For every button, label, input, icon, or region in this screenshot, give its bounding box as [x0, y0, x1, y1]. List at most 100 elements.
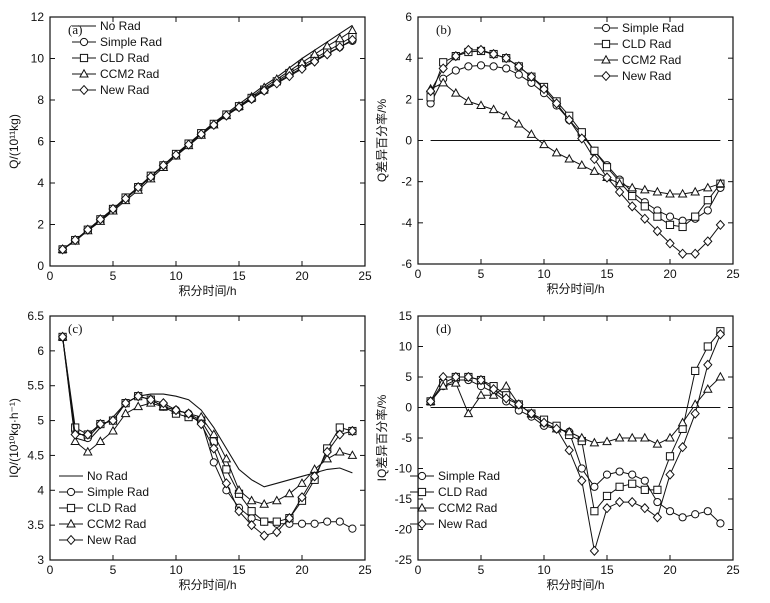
data-point	[438, 77, 449, 87]
legend-label: New Rad	[622, 69, 671, 83]
data-point	[691, 212, 700, 221]
data-point	[539, 417, 549, 428]
x-tick-label: 5	[478, 267, 485, 281]
data-point	[602, 436, 612, 446]
data-point	[577, 464, 586, 473]
legend-marker	[66, 503, 76, 513]
legend-label: Simple Rad	[87, 485, 149, 499]
x-tick-label: 25	[358, 563, 372, 577]
data-point	[209, 443, 219, 454]
data-point	[196, 418, 206, 430]
y-tick-label: 2	[37, 218, 44, 232]
data-point	[602, 470, 612, 479]
panel-label: (c)	[68, 321, 82, 336]
data-point	[83, 429, 93, 440]
legend-marker	[417, 502, 427, 512]
data-point	[464, 62, 473, 71]
data-point	[576, 432, 587, 442]
legend-label: CLD Rad	[622, 37, 671, 51]
data-point	[221, 453, 232, 463]
legend-marker	[66, 518, 76, 528]
data-point	[577, 475, 587, 486]
data-point	[310, 519, 319, 528]
data-point	[488, 384, 499, 395]
data-point	[120, 397, 131, 409]
data-point	[715, 329, 726, 340]
legend-marker	[79, 84, 89, 96]
data-point	[234, 102, 244, 113]
data-point	[640, 213, 650, 224]
data-point	[690, 186, 701, 196]
data-point	[70, 429, 80, 440]
x-axis-label: 积分时间/h	[546, 282, 604, 296]
data-point	[691, 366, 700, 375]
data-point	[246, 495, 257, 505]
series-new-rad	[425, 329, 726, 556]
series-line	[430, 49, 721, 255]
data-point	[70, 234, 80, 246]
y-tick-label: 3	[37, 553, 44, 567]
data-point	[652, 438, 663, 448]
y-tick-label: -5	[401, 431, 412, 445]
data-point	[476, 44, 486, 56]
legend-label: Simple Rad	[438, 469, 500, 483]
data-point	[463, 371, 474, 383]
data-point	[501, 393, 511, 404]
data-point	[259, 498, 270, 508]
y-tick-label: 4	[37, 483, 44, 497]
data-point	[715, 371, 726, 381]
data-point	[665, 432, 675, 442]
x-tick-label: 25	[726, 563, 740, 577]
data-point	[564, 426, 575, 436]
data-point	[589, 166, 600, 175]
data-point	[702, 383, 713, 393]
data-point	[120, 193, 131, 204]
y-tick-label: 0	[405, 134, 412, 148]
data-point	[335, 41, 345, 53]
y-tick-label: -25	[395, 553, 413, 567]
y-tick-label: 6	[37, 135, 44, 149]
data-point	[615, 482, 624, 491]
data-point	[425, 85, 436, 97]
x-tick-label: 15	[232, 269, 246, 283]
series-ccm2-rad	[425, 77, 726, 198]
data-point	[309, 49, 320, 58]
data-point	[309, 471, 320, 482]
x-tick-label: 10	[537, 267, 551, 281]
data-point	[476, 374, 486, 386]
panel-label: (b)	[436, 22, 451, 37]
data-point	[627, 496, 637, 508]
y-tick-label: 6	[37, 344, 44, 358]
data-point	[488, 104, 499, 114]
data-point	[564, 114, 574, 126]
data-point	[146, 171, 156, 182]
data-point	[703, 236, 713, 247]
data-point	[653, 485, 662, 494]
data-point	[590, 482, 599, 491]
data-point	[323, 517, 332, 526]
data-point	[146, 394, 156, 405]
data-point	[95, 418, 106, 430]
x-axis-label: 积分时间/h	[178, 284, 236, 298]
data-point	[677, 188, 688, 198]
data-point	[589, 153, 600, 165]
data-point	[703, 196, 712, 205]
y-tick-label: 4	[37, 176, 44, 190]
data-point	[665, 507, 675, 516]
data-point	[526, 71, 537, 82]
data-point	[297, 492, 307, 503]
data-point	[614, 186, 625, 198]
data-point	[501, 110, 512, 120]
data-point	[602, 503, 612, 514]
data-point	[551, 98, 562, 109]
legend-marker	[601, 23, 611, 33]
legend-marker	[417, 487, 427, 497]
y-tick-label: 3.5	[27, 518, 44, 532]
data-point	[450, 377, 461, 387]
data-point	[284, 513, 295, 524]
legend-marker	[66, 487, 76, 497]
data-point	[513, 118, 524, 128]
x-tick-label: 5	[110, 563, 117, 577]
data-point	[171, 404, 181, 416]
